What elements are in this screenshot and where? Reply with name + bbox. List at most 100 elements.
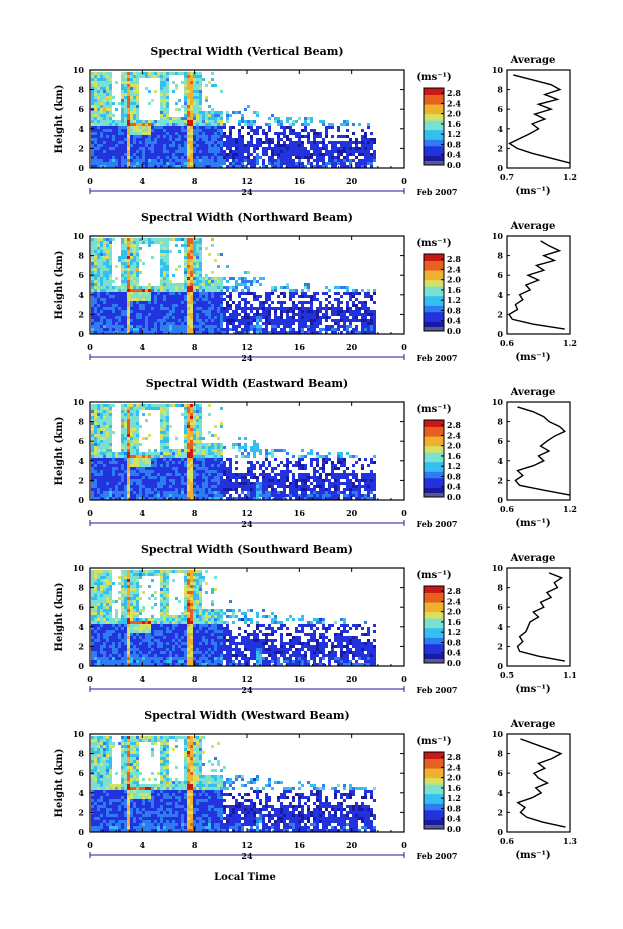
- heatmap-cell: [340, 313, 343, 316]
- heatmap-cell: [175, 313, 178, 316]
- heatmap-cell: [160, 307, 163, 310]
- heatmap-cell: [211, 138, 214, 141]
- heatmap-cell: [127, 111, 130, 114]
- heatmap-cell: [184, 461, 187, 464]
- heatmap-cell: [193, 138, 196, 141]
- heatmap-cell: [271, 156, 274, 159]
- heatmap-cell: [118, 126, 121, 129]
- heatmap-cell: [148, 404, 151, 407]
- colorbar-swatch: [424, 148, 444, 153]
- heatmap-cell: [151, 150, 154, 153]
- heatmap-cell: [196, 431, 199, 434]
- heatmap-cell: [217, 443, 220, 446]
- heatmap-cell: [100, 322, 103, 325]
- heatmap-cell: [367, 141, 370, 144]
- heatmap-cell: [94, 473, 97, 476]
- heatmap-cell: [163, 132, 166, 135]
- heatmap-cell: [205, 114, 208, 117]
- heatmap-cell: [199, 458, 202, 461]
- heatmap-cell: [331, 135, 334, 138]
- heatmap-cell: [160, 72, 163, 75]
- heatmap-cell: [118, 470, 121, 473]
- heatmap-cell: [103, 123, 106, 126]
- heatmap-cell: [310, 129, 313, 132]
- heatmap-cell: [97, 434, 100, 437]
- heatmap-cell: [322, 141, 325, 144]
- heatmap-cell: [211, 313, 214, 316]
- heatmap-cell: [211, 443, 214, 446]
- heatmap-cell: [337, 298, 340, 301]
- heatmap-cell: [190, 250, 193, 253]
- heatmap-cell: [241, 452, 244, 455]
- heatmap-cell: [313, 476, 316, 479]
- heatmap-cell: [355, 138, 358, 141]
- heatmap-cell: [289, 138, 292, 141]
- heatmap-cell: [304, 126, 307, 129]
- heatmap-cell: [175, 117, 178, 120]
- heatmap-cell: [283, 325, 286, 328]
- heatmap-cell: [289, 331, 292, 334]
- heatmap-cell: [103, 93, 106, 96]
- heatmap-cell: [172, 322, 175, 325]
- heatmap-cell: [94, 253, 97, 256]
- heatmap-cell: [103, 153, 106, 156]
- heatmap-cell: [238, 437, 241, 440]
- average-profile-line: [508, 74, 571, 164]
- heatmap-cell: [121, 410, 124, 413]
- heatmap-cell: [154, 476, 157, 479]
- heatmap-cell: [220, 292, 223, 295]
- heatmap-cell: [94, 271, 97, 274]
- heatmap-cell: [361, 322, 364, 325]
- heatmap-cell: [112, 464, 115, 467]
- heatmap-cell: [292, 120, 295, 123]
- heatmap-cell: [364, 325, 367, 328]
- heatmap-cell: [361, 141, 364, 144]
- heatmap-cell: [367, 153, 370, 156]
- heatmap-cell: [214, 147, 217, 150]
- heatmap-cell: [145, 316, 148, 319]
- heatmap-cell: [277, 331, 280, 334]
- heatmap-cell: [217, 304, 220, 307]
- heatmap-cell: [247, 461, 250, 464]
- heatmap-cell: [265, 313, 268, 316]
- heatmap-cell: [346, 307, 349, 310]
- heatmap-cell: [211, 129, 214, 132]
- heatmap-cell: [373, 319, 376, 322]
- heatmap-cell: [112, 313, 115, 316]
- heatmap-cell: [346, 473, 349, 476]
- heatmap-cell: [265, 476, 268, 479]
- heatmap-cell: [136, 310, 139, 313]
- heatmap-cell: [148, 455, 151, 458]
- heatmap-cell: [154, 162, 157, 165]
- heatmap-cell: [352, 464, 355, 467]
- heatmap-cell: [106, 265, 109, 268]
- heatmap-cell: [298, 301, 301, 304]
- heatmap-cell: [217, 156, 220, 159]
- heatmap-cell: [100, 310, 103, 313]
- heatmap-cell: [331, 476, 334, 479]
- heatmap-cell: [298, 464, 301, 467]
- heatmap-cell: [103, 322, 106, 325]
- heatmap-cell: [130, 482, 133, 485]
- x-tick-label: 8: [192, 176, 198, 186]
- heatmap-cell: [139, 473, 142, 476]
- heatmap-cell: [100, 75, 103, 78]
- heatmap-cell: [106, 404, 109, 407]
- heatmap-cell: [292, 295, 295, 298]
- heatmap-cell: [97, 473, 100, 476]
- heatmap-cell: [184, 485, 187, 488]
- heatmap-cell: [205, 301, 208, 304]
- heatmap-cell: [121, 141, 124, 144]
- heatmap-cell: [94, 265, 97, 268]
- heatmap-cell: [133, 455, 136, 458]
- heatmap-cell: [160, 75, 163, 78]
- heatmap-cell: [148, 310, 151, 313]
- heatmap-cell: [196, 319, 199, 322]
- heatmap-cell: [184, 295, 187, 298]
- heatmap-cell: [121, 262, 124, 265]
- heatmap-cell: [277, 482, 280, 485]
- heatmap-cell: [181, 310, 184, 313]
- heatmap-cell: [142, 473, 145, 476]
- heatmap-cell: [163, 135, 166, 138]
- heatmap-cell: [139, 455, 142, 458]
